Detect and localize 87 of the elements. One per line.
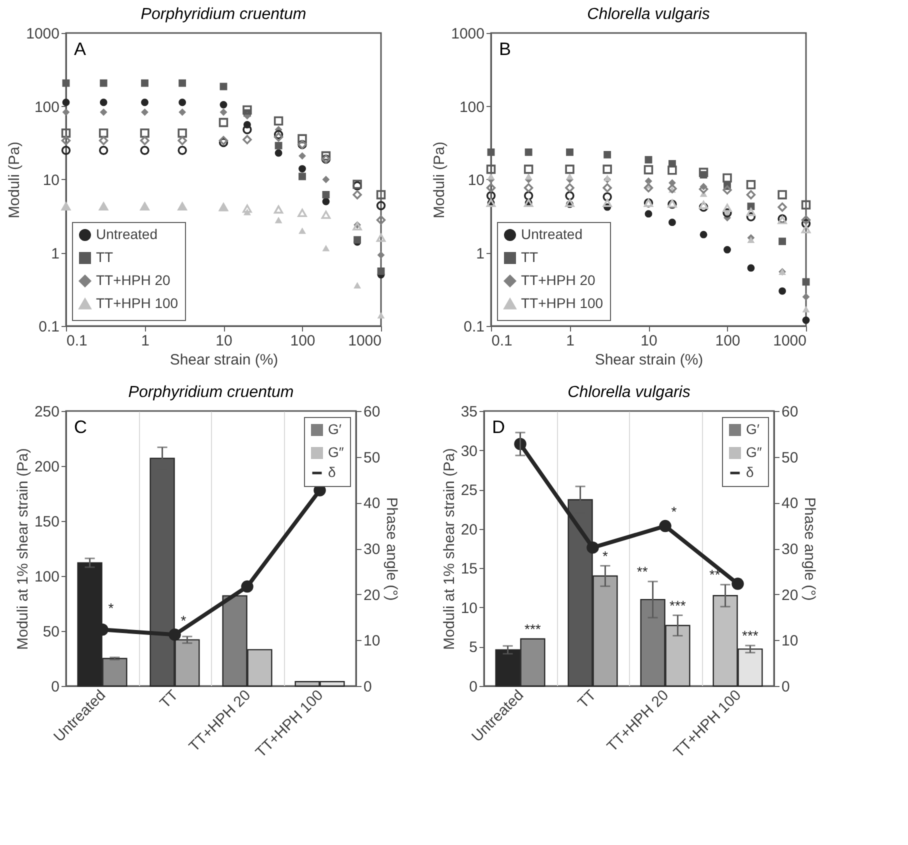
x-axis-title: Shear strain (%) (170, 352, 278, 368)
y-axis-title: Moduli (Pa) (6, 142, 24, 218)
legend-label: TT+HPH 20 (96, 272, 171, 288)
y-tick-label: 1 (51, 245, 60, 262)
annotation: ** (636, 564, 648, 580)
legend-label: TT (96, 249, 114, 265)
annotation: *** (524, 620, 542, 637)
y-tick-label: 5 (469, 639, 478, 656)
y-tick-label: 1000 (26, 26, 60, 42)
annotation: *** (742, 628, 759, 644)
x-tick-label: TT (574, 686, 600, 712)
y2-tick-label: 40 (782, 495, 798, 512)
legend-label: G′ (746, 421, 760, 437)
legend-label: Untreated (96, 226, 158, 242)
y-tick-label: 150 (34, 514, 60, 530)
y2-tick-label: 30 (364, 541, 380, 558)
y-tick-label: 10 (460, 600, 478, 617)
y-axis-title: Moduli (Pa) (431, 142, 448, 218)
y2-tick-label: 50 (782, 449, 798, 466)
annotation: C (74, 417, 87, 437)
y-tick-label: 200 (34, 458, 60, 476)
y-tick-label: 10 (42, 172, 60, 189)
y2-tick-label: 20 (782, 586, 798, 604)
y-tick-label: 35 (460, 404, 478, 420)
legend-label: TT+HPH 100 (96, 295, 178, 311)
legend-label: G″ (746, 444, 762, 460)
annotation: *** (670, 597, 686, 614)
chart-title: Porphyridium cruentum (140, 6, 306, 23)
y2-tick-label: 30 (782, 541, 798, 558)
y2-tick-label: 10 (364, 632, 380, 650)
y-tick-label: 100 (459, 98, 484, 116)
x-tick-label: 1 (141, 332, 150, 350)
annotation: * (108, 600, 114, 616)
y-tick-label: 10 (468, 172, 484, 189)
x-tick-label: TT (156, 686, 182, 712)
y-tick-label: 15 (460, 560, 478, 578)
legend-label: TT+HPH 100 (521, 295, 604, 311)
x-tick-label: 1000 (348, 332, 382, 350)
y-tick-label: 1 (476, 245, 484, 262)
legend-label: G′ (328, 421, 342, 437)
legend-label: δ (328, 464, 336, 480)
chart-title: Porphyridium cruentum (128, 384, 294, 401)
legend-label: G″ (328, 444, 344, 460)
y-tick-label: 100 (34, 568, 60, 586)
legend-label: Untreated (521, 226, 582, 242)
y-tick-label: 50 (42, 624, 60, 640)
chart-title: Chlorella vulgaris (568, 384, 690, 401)
y-tick-label: 0.1 (38, 318, 60, 336)
y-axis-title: Moduli at 1% shear strain (Pa) (14, 448, 32, 650)
x-tick-label: 10 (640, 332, 658, 350)
annotation: * (602, 548, 608, 564)
y2-tick-label: 0 (782, 678, 790, 696)
y2-tick-label: 50 (364, 449, 380, 466)
y-tick-label: 0.1 (464, 318, 484, 336)
legend-label: TT+HPH 20 (521, 272, 596, 288)
y2-tick-label: 60 (364, 404, 380, 420)
x-tick-label: 10 (216, 332, 232, 350)
x-tick-label: 0.1 (492, 332, 512, 350)
x-tick-label: 100 (715, 332, 740, 350)
y2-tick-label: 0 (364, 678, 372, 696)
annotation: * (180, 612, 187, 628)
x-tick-label: 0.1 (66, 332, 88, 350)
y-axis-title: Moduli at 1% shear strain (Pa) (440, 448, 458, 650)
y-tick-label: 100 (34, 98, 60, 116)
x-tick-label: 1 (566, 332, 574, 350)
y2-tick-label: 10 (782, 632, 798, 650)
chart-title: Chlorella vulgaris (587, 6, 710, 23)
y-tick-label: 20 (460, 521, 478, 538)
y-tick-label: 30 (460, 442, 478, 460)
y-tick-label: 250 (34, 404, 60, 420)
annotation: ** (709, 566, 721, 583)
annotation: B (499, 39, 512, 59)
x-tick-label: 100 (290, 332, 316, 350)
annotation: D (492, 417, 505, 437)
x-tick-label: 1000 (773, 332, 806, 350)
y2-tick-label: 20 (364, 586, 380, 604)
legend-label: TT (521, 249, 539, 265)
annotation: * (671, 504, 678, 520)
y2-tick-label: 40 (364, 495, 380, 512)
x-axis-title: Shear strain (%) (594, 352, 704, 368)
y2-axis-title: Phase angle (°) (383, 497, 400, 601)
y-tick-label: 25 (460, 482, 478, 500)
legend-label: δ (746, 464, 754, 480)
annotation: A (74, 39, 86, 59)
y2-axis-title: Phase angle (°) (801, 497, 818, 601)
y-tick-label: 1000 (451, 26, 484, 42)
y2-tick-label: 60 (782, 404, 798, 420)
